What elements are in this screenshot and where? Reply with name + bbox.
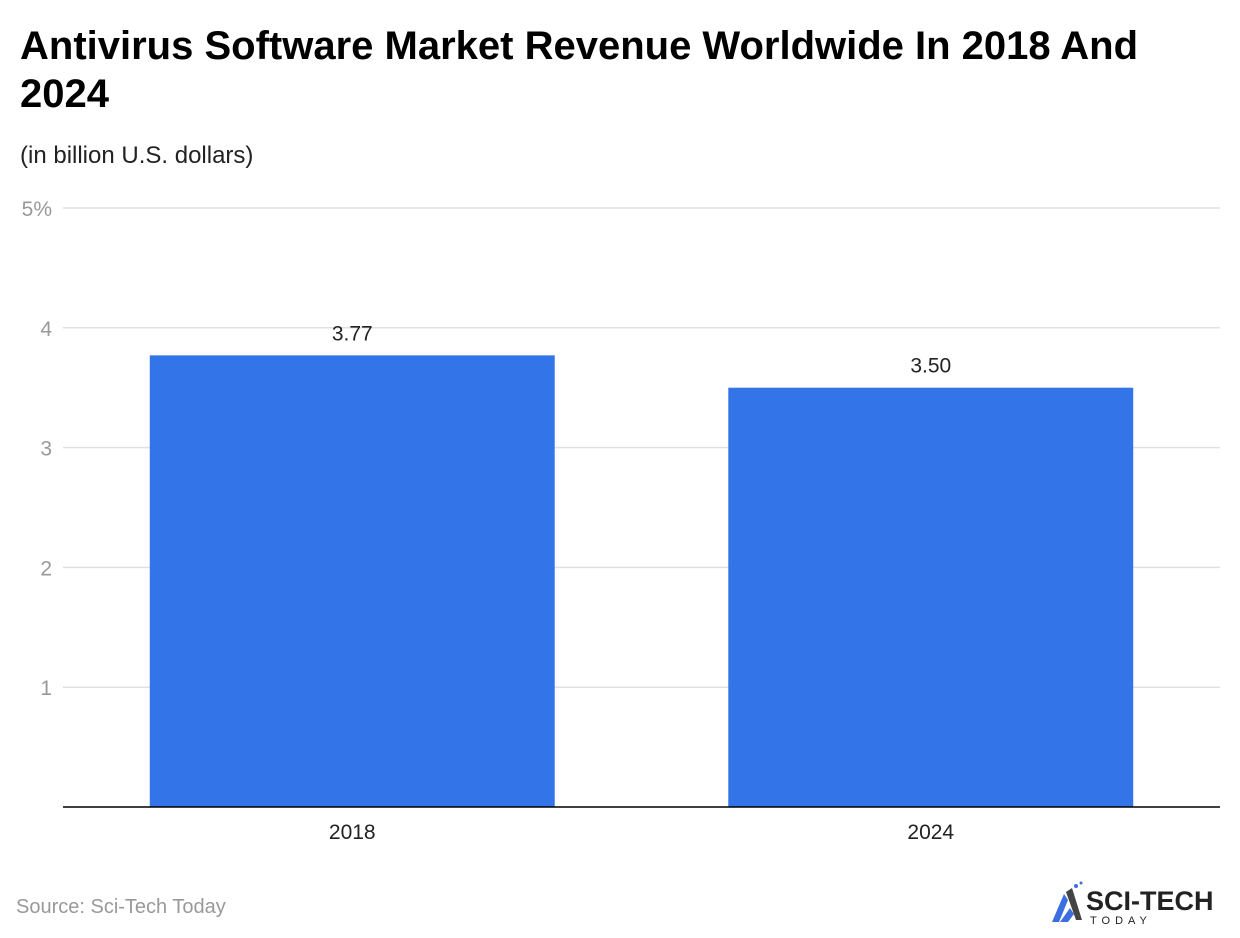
data-label: 3.77 [332, 322, 373, 345]
chart-title: Antivirus Software Market Revenue Worldw… [20, 24, 1139, 116]
bar-2018 [149, 355, 555, 807]
x-tick-label: 2024 [907, 821, 954, 844]
y-tick-label: 4 [40, 318, 52, 341]
y-tick-label: 3 [40, 438, 52, 461]
bar-2024 [728, 387, 1134, 807]
y-tick-label: 2 [40, 557, 52, 580]
chart-subtitle: (in billion U.S. dollars) [20, 142, 254, 169]
y-tick-label: 1 [40, 677, 52, 700]
x-tick-label: 2018 [329, 821, 376, 844]
data-label: 3.50 [910, 355, 951, 378]
source-note: Source: Sci-Tech Today [16, 896, 226, 918]
y-tick-label: 5% [22, 198, 52, 221]
svg-text:TODAY: TODAY [1090, 915, 1152, 926]
svg-text:SCI-TECH: SCI-TECH [1086, 886, 1214, 916]
sci-tech-today-logo: SCI-TECH TODAY [1052, 881, 1214, 926]
